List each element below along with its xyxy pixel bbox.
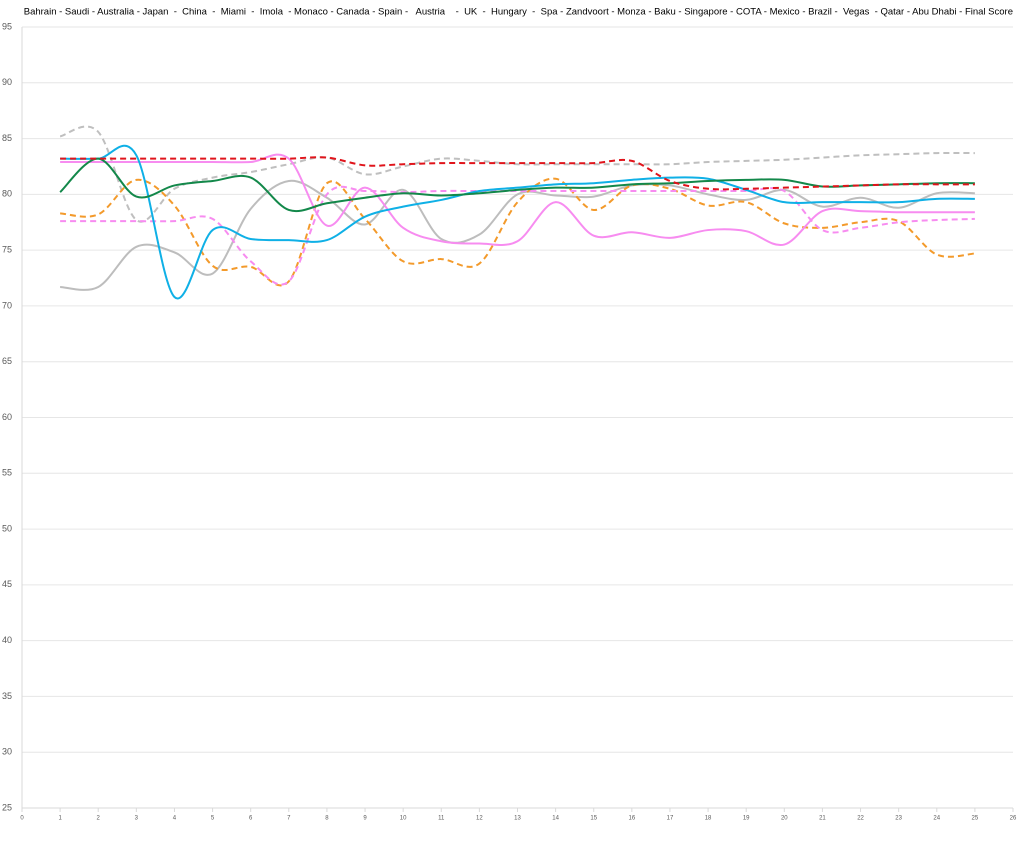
y-tick-label: 65 <box>2 356 12 366</box>
x-tick-label: 23 <box>895 816 902 822</box>
x-tick-label: 7 <box>287 816 291 822</box>
series-line <box>60 153 975 247</box>
x-tick-label: 1 <box>58 816 62 822</box>
series-line <box>59 157 975 213</box>
series-line <box>60 156 975 191</box>
y-tick-label: 70 <box>2 300 12 310</box>
x-tick-label: 15 <box>590 816 597 822</box>
y-tick-label: 45 <box>2 579 12 589</box>
chart-title: Bahrain - Saudi - Australia - Japan - Ch… <box>24 7 1013 18</box>
x-tick-label: 6 <box>249 816 253 822</box>
series-line <box>60 144 975 300</box>
x-tick-label: 5 <box>211 816 215 822</box>
x-tick-label: 11 <box>438 816 445 822</box>
series-line <box>60 185 975 286</box>
y-tick-label: 30 <box>2 747 12 757</box>
series-line <box>59 125 975 223</box>
x-tick-label: 14 <box>552 816 559 822</box>
y-tick-label: 60 <box>2 412 12 422</box>
x-tick-label: 21 <box>819 816 826 822</box>
y-tick-label: 80 <box>2 189 12 199</box>
x-tick-label: 18 <box>705 816 712 822</box>
y-tick-label: 40 <box>2 635 12 645</box>
x-tick-label: 26 <box>1010 816 1017 822</box>
x-tick-label: 25 <box>972 816 979 822</box>
y-tick-label: 75 <box>2 245 12 255</box>
x-tick-label: 17 <box>667 816 674 822</box>
x-tick-label: 0 <box>20 816 24 822</box>
x-tick-label: 22 <box>857 816 864 822</box>
y-tick-label: 25 <box>2 802 12 812</box>
x-tick-label: 13 <box>514 816 521 822</box>
y-tick-label: 50 <box>2 523 12 533</box>
x-tick-label: 10 <box>400 816 407 822</box>
series-line <box>60 177 975 287</box>
x-tick-label: 24 <box>933 816 940 822</box>
x-tick-label: 8 <box>325 816 329 822</box>
y-tick-label: 90 <box>2 77 12 87</box>
x-tick-label: 20 <box>781 816 788 822</box>
x-tick-label: 3 <box>135 816 139 822</box>
x-tick-label: 2 <box>97 816 101 822</box>
x-tick-label: 4 <box>173 816 177 822</box>
x-tick-label: 9 <box>363 816 367 822</box>
x-tick-label: 12 <box>476 816 483 822</box>
y-tick-label: 85 <box>2 133 12 143</box>
y-tick-label: 35 <box>2 691 12 701</box>
x-tick-label: 19 <box>743 816 750 822</box>
x-tick-label: 16 <box>629 816 636 822</box>
y-tick-label: 95 <box>2 21 12 31</box>
series-line <box>60 179 975 291</box>
y-tick-label: 55 <box>2 468 12 478</box>
